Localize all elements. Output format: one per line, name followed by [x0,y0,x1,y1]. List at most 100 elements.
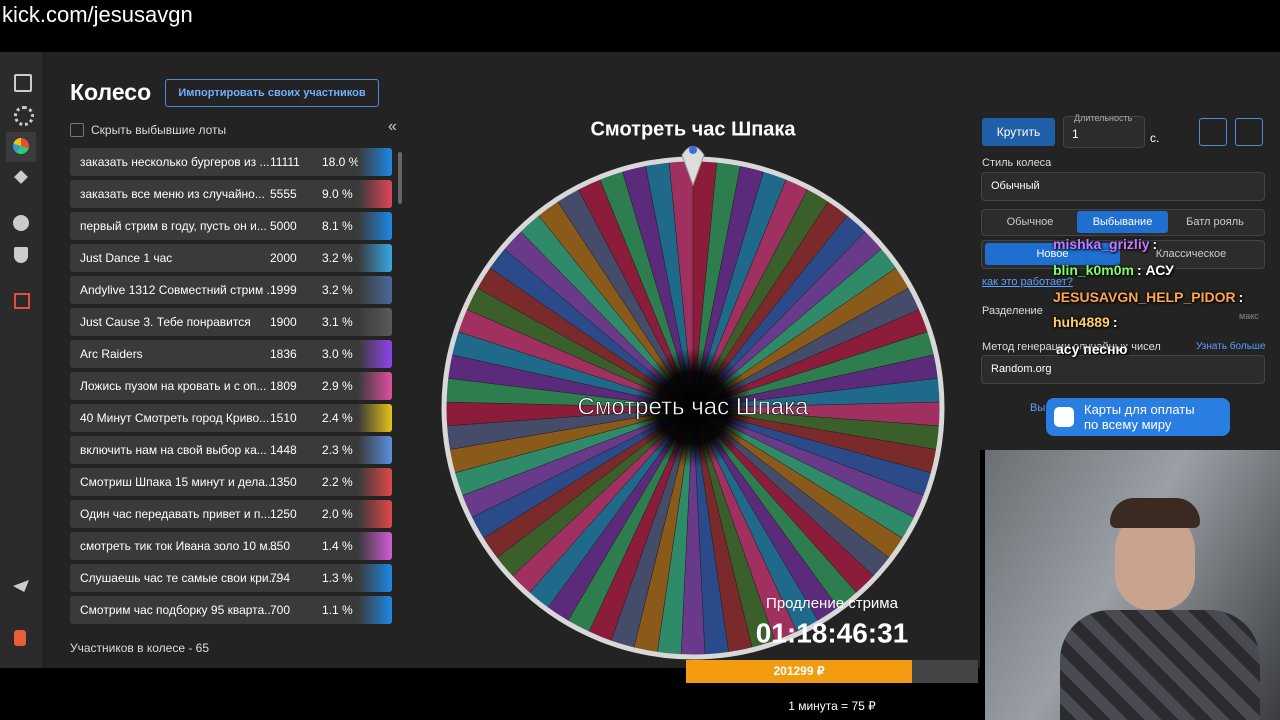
mode-tab[interactable]: Выбывание [1077,211,1168,233]
lot-amount: 2000 [270,251,297,265]
lot-percent: 3.2 % [322,251,353,265]
lot-action[interactable] [358,404,392,432]
dice-button[interactable] [1199,118,1227,146]
music-button[interactable] [1235,118,1263,146]
lot-action[interactable] [358,500,392,528]
banner-icon [1054,407,1074,427]
lot-percent: 8.1 % [322,219,353,233]
split-label: Разделение [982,305,1043,317]
lot-percent: 9.0 % [322,187,353,201]
mode-tab[interactable]: Батл рояль [1186,216,1244,228]
lot-row: Just Dance 1 час 2000 3.2 % [70,244,392,272]
learn-more[interactable]: Узнать больше [1196,341,1266,352]
lot-row: смотреть тик ток Ивана золо 10 м... 850 1.… [70,532,392,560]
lot-action[interactable] [358,244,392,272]
lot-percent: 3.0 % [322,347,353,361]
style-select[interactable] [981,172,1265,201]
lot-action[interactable] [358,148,392,176]
wheel-hub [633,348,753,468]
lot-name: Arc Raiders [80,347,143,361]
pointer-dot [689,146,697,154]
lot-row: Andylive 1312 Совместний стрим ... 1999 3.… [70,276,392,304]
lot-name: Andylive 1312 Совместний стрим ... [80,283,277,297]
lot-amount: 1999 [270,283,297,297]
collapse-icon[interactable]: « [388,118,397,135]
lot-action[interactable] [358,276,392,304]
icon-telegram[interactable] [13,580,29,592]
lot-action[interactable] [358,436,392,464]
rate: 1 минута = 75 ₽ [788,699,876,713]
lot-action[interactable] [358,468,392,496]
chat-message: асу песню [1053,341,1128,357]
max-label: макс [1239,311,1259,321]
chat-text: : [1112,314,1118,330]
participants-count: Участников в колесе - 65 [70,641,210,655]
checkbox[interactable] [70,123,84,137]
lot-name: Ложись пузом на кровать и с оп... [80,379,267,393]
chat-user: mishka_grizliy [1053,236,1150,252]
lot-percent: 2.0 % [322,507,353,521]
style-value: Обычный [991,180,1040,192]
lot-percent: 3.2 % [322,283,353,297]
scrollbar [398,152,402,204]
chat-message: blin_k0m0m: АСУ [1053,262,1174,278]
banner-line: по всему миру [1084,417,1172,432]
lot-name: Just Cause 3. Тебе понравится [80,315,251,329]
submode-tab[interactable]: Классическое [1155,248,1227,260]
sidebar [0,52,42,668]
style-label: Стиль колеса [982,157,1052,169]
webcam-body [1060,610,1260,720]
lot-percent: 2.3 % [322,443,353,457]
lot-action[interactable] [358,532,392,560]
chat-text: асу песню [1056,341,1128,357]
how-link[interactable]: как это работает? [982,276,1073,288]
lot-action[interactable] [358,564,392,592]
icon-settings[interactable] [14,106,34,126]
lot-amount: 1510 [270,411,297,425]
banner[interactable]: Карты для оплаты по всему миру [1046,398,1230,436]
mode-tab[interactable]: Обычное [1006,216,1054,228]
lot-action[interactable] [358,340,392,368]
wheel-title: Смотреть час Шпака [590,118,796,140]
icon-wheel[interactable] [13,138,29,154]
lot-action[interactable] [358,308,392,336]
chat-text: : [1152,236,1158,252]
banner-line: Карты для оплаты [1084,402,1195,417]
submode-tab[interactable]: Новое [985,243,1120,265]
icon-brand[interactable] [14,630,26,646]
import-button[interactable]: Импортировать своих участников [165,79,379,107]
lot-row: Just Cause 3. Тебе понравится 1900 3.1 % [70,308,392,336]
chat-user: huh4889 [1053,314,1110,330]
chat-message: mishka_grizliy: [1053,236,1157,252]
icon-layers[interactable] [14,170,28,184]
duration-unit: с. [1150,131,1160,145]
method-select[interactable] [981,355,1265,384]
method-value: Random.org [991,363,1052,375]
lot-action[interactable] [358,180,392,208]
duration-input[interactable] [1063,116,1145,148]
spin-button[interactable]: Крутить [982,118,1055,146]
lot-percent: 1.3 % [322,571,353,585]
icon-shield[interactable] [14,247,28,263]
lot-percent: 1.4 % [322,539,353,553]
icon-logout[interactable] [14,293,30,309]
lot-name: 40 Минут Смотреть город Криво... [80,411,270,425]
icon-auction[interactable] [14,74,32,92]
wheel-area: Смотреть час Шпака Смотреть час Шпака Пр… [441,118,945,660]
lot-row: Смотриш Шпака 15 минут и дела... 1350 2.2 … [70,468,392,496]
lot-amount: 5000 [270,219,297,233]
lot-action[interactable] [358,372,392,400]
lot-name: смотреть тик ток Ивана золо 10 м... [80,539,278,553]
lot-name: Слушаешь час те самые свои кри... [80,571,279,585]
lot-row: включить нам на свой выбор ка... 1448 2.3 … [70,436,392,464]
lot-action[interactable] [358,212,392,240]
page-title: Колесо [70,79,152,105]
lot-name: включить нам на свой выбор ка... [80,443,267,457]
webcam [985,450,1280,720]
duration-value: 1 [1072,127,1079,141]
lot-action[interactable] [358,596,392,624]
icon-help[interactable] [13,215,29,231]
lot-amount: 11111 [270,155,300,169]
lot-name: Just Dance 1 час [80,251,173,265]
